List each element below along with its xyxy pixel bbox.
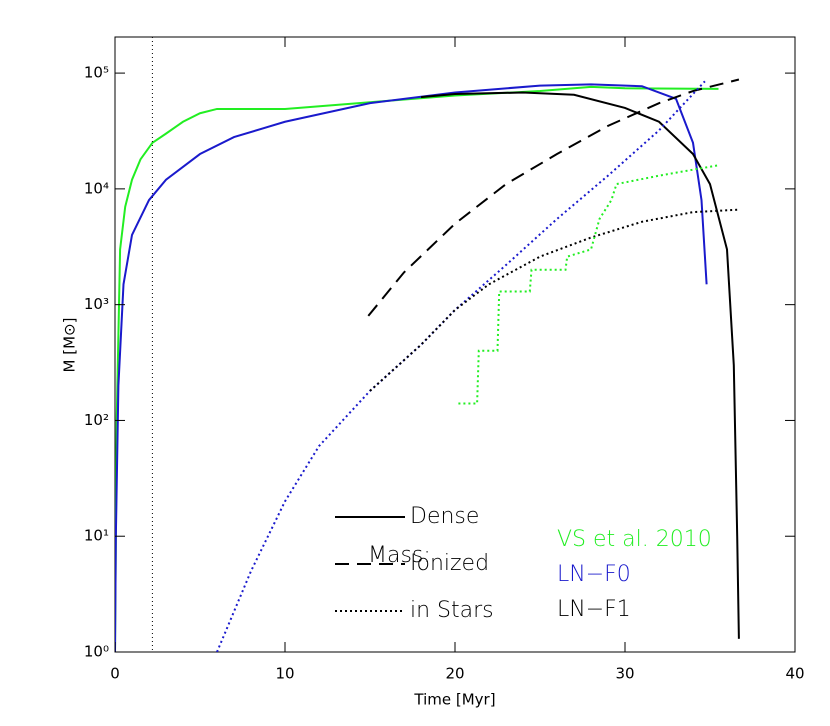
- y-tick-label: 10²: [84, 411, 109, 429]
- y-axis-label: M [M⊙]: [61, 318, 79, 373]
- data-line: [367, 78, 740, 317]
- plot-area: [115, 78, 740, 652]
- x-tick-label: 10: [275, 665, 294, 683]
- legend-label: Dense: [410, 504, 479, 529]
- y-tick-label: 10⁵: [84, 64, 109, 82]
- data-line: [369, 208, 738, 392]
- x-tick-label: 20: [445, 665, 464, 683]
- y-tick-label: 10¹: [84, 527, 109, 545]
- y-tick-label: 10³: [84, 295, 109, 313]
- x-axis-label: Time [Myr]: [413, 691, 495, 709]
- legend-label: Ionized: [410, 551, 489, 576]
- y-tick-label: 10⁴: [84, 179, 109, 197]
- data-line: [115, 83, 708, 652]
- x-tick-label: 40: [785, 665, 804, 683]
- legend-model: LN−F1: [557, 597, 631, 622]
- data-line: [420, 91, 740, 639]
- legend-model: LN−F0: [557, 562, 631, 587]
- legend-model: VS et al. 2010: [557, 527, 712, 552]
- x-tick-label: 0: [110, 665, 120, 683]
- legend-title: Mass:: [368, 543, 431, 568]
- data-line: [458, 164, 719, 405]
- x-tick-label: 30: [615, 665, 634, 683]
- data-line: [115, 85, 719, 652]
- legend-label: in Stars: [410, 598, 494, 623]
- y-tick-label: 10⁰: [84, 643, 109, 661]
